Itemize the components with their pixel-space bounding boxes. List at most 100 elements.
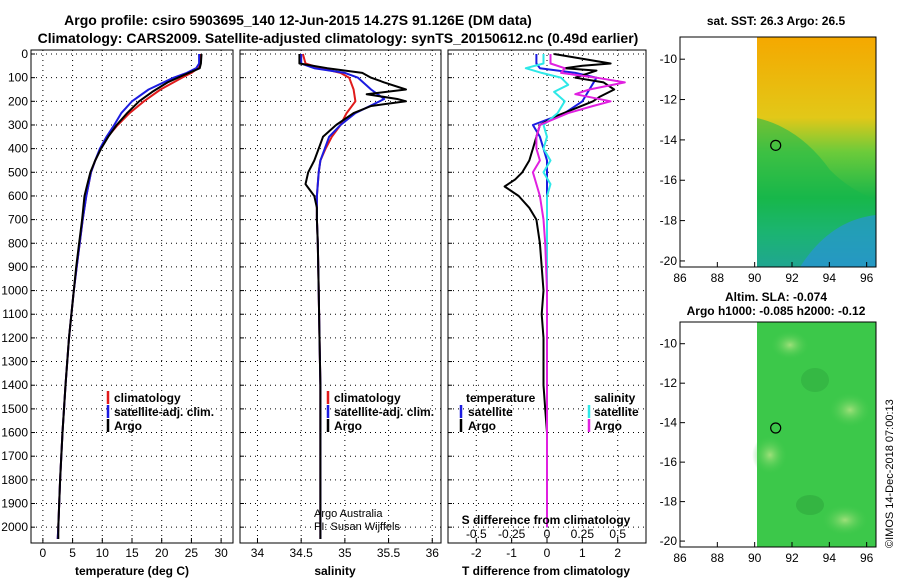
- salinity-xlabel: salinity: [314, 564, 356, 578]
- s-tick-label: 0: [544, 527, 551, 541]
- depth-tick-label: 700: [8, 213, 28, 227]
- legend-climatology: climatology: [334, 391, 401, 405]
- salinity-legend: climatology satellite-adj. clim. Argo: [326, 391, 434, 433]
- sla-map-panel: Altim. SLA: -0.074 Argo h1000: -0.085 h2…: [660, 290, 877, 565]
- temperature-legend: climatology satellite-adj. clim. Argo: [106, 391, 214, 433]
- legend-sal-argo: Argo: [594, 419, 622, 433]
- series-line: [503, 53, 616, 528]
- sla-feature: [770, 330, 810, 360]
- s-tick-label: -0.5: [466, 527, 487, 541]
- map-x-tick-label: 96: [860, 271, 874, 285]
- difference-panel: -2 -1 0 1 2 -0.5 -0.25 0 0.25 0.5 T difference fr…: [447, 49, 647, 578]
- map-x-tick-label: 94: [823, 271, 837, 285]
- legend-sal-satellite: satellite: [594, 405, 639, 419]
- temperature-ticks: 0 5 10 15 20 25 300100200300400500600700800900…: [1, 47, 228, 560]
- x-tick-label: -1: [506, 546, 517, 560]
- depth-tick-label: 1300: [1, 355, 28, 369]
- x-tick-label: 2: [614, 546, 621, 560]
- x-tick-label: 34: [251, 546, 265, 560]
- map-y-tick-label: -20: [660, 254, 678, 268]
- difference-ticks: -2 -1 0 1 2 -0.5 -0.25 0 0.25 0.5: [448, 53, 626, 560]
- s-tick-label: -0.25: [498, 527, 526, 541]
- series-line: [301, 53, 357, 539]
- difference-lines: [503, 53, 626, 528]
- series-line: [300, 54, 386, 539]
- legend-argo: Argo: [334, 419, 362, 433]
- sla-map-subtitle: Argo h1000: -0.085 h2000: -0.12: [687, 304, 866, 318]
- depth-tick-label: 1200: [1, 331, 28, 345]
- depth-tick-label: 1100: [2, 307, 28, 321]
- map-y-tick-label: -20: [660, 534, 678, 548]
- map-y-tick-label: -14: [660, 416, 678, 430]
- map-x-tick-label: 92: [785, 551, 799, 565]
- sla-map-ticks: 86 88 90 92 94 96 -10 -12 -14 -16 -18 -20: [660, 337, 874, 565]
- s-tick-label: 0.5: [609, 527, 626, 541]
- map-y-tick-label: -12: [660, 376, 678, 390]
- legend-climatology: climatology: [114, 391, 181, 405]
- difference-legend: temperature satellite Argo salinity sate…: [459, 391, 639, 433]
- map-x-tick-label: 96: [860, 551, 874, 565]
- legend-temp-argo: Argo: [468, 419, 496, 433]
- depth-tick-label: 1700: [1, 449, 28, 463]
- map-y-tick-label: -18: [660, 495, 678, 509]
- sla-argo-marker: [770, 422, 782, 434]
- x-tick-label: 15: [125, 546, 139, 560]
- sst-map-title: sat. SST: 26.3 Argo: 26.5: [707, 14, 846, 28]
- temperature-panel: 0 5 10 15 20 25 300100200300400500600700800900…: [1, 47, 234, 578]
- salinity-grid: [240, 50, 441, 543]
- temperature-xlabel: temperature (deg C): [75, 564, 189, 578]
- x-tick-label: -2: [471, 546, 482, 560]
- depth-tick-label: 100: [8, 71, 28, 85]
- map-x-tick-label: 94: [823, 551, 837, 565]
- sst-blue-water: [800, 215, 876, 267]
- depth-tick-label: 600: [8, 189, 28, 203]
- depth-tick-label: 1900: [1, 497, 28, 511]
- x-tick-label: 1: [579, 546, 586, 560]
- legend-salinity-title: salinity: [594, 391, 636, 405]
- sla-feature: [796, 495, 824, 515]
- map-x-tick-label: 88: [711, 271, 725, 285]
- depth-tick-label: 0: [21, 47, 28, 61]
- x-tick-label: 5: [69, 546, 76, 560]
- depth-tick-label: 1600: [1, 426, 28, 440]
- salinity-panel: 34 34.5 35 35.5 36 salinity climatology sate…: [239, 49, 442, 578]
- institution-annotation: Argo Australia: [314, 508, 383, 520]
- legend-satellite: satellite-adj. clim.: [334, 405, 434, 419]
- depth-tick-label: 800: [8, 236, 28, 250]
- sst-map-frame: [679, 36, 877, 268]
- x-tick-label: 34.5: [289, 546, 313, 560]
- map-y-tick-label: -10: [660, 337, 678, 351]
- depth-tick-label: 1500: [1, 402, 28, 416]
- map-y-tick-label: -10: [660, 52, 678, 66]
- depth-tick-label: 200: [8, 94, 28, 108]
- header-line1: Argo profile: csiro 5903695_140 12-Jun-2…: [64, 12, 532, 28]
- x-tick-label: 35: [338, 546, 352, 560]
- depth-tick-label: 1400: [1, 378, 28, 392]
- depth-tick-label: 1800: [1, 473, 28, 487]
- map-y-tick-label: -18: [660, 214, 678, 228]
- map-x-tick-label: 90: [748, 271, 762, 285]
- temperature-lines: [56, 53, 203, 540]
- sla-feature: [801, 368, 829, 392]
- depth-tick-label: 900: [8, 260, 28, 274]
- s-difference-xlabel: S difference from climatology: [462, 513, 631, 527]
- series-line: [298, 54, 407, 539]
- sst-argo-marker: [770, 139, 782, 151]
- depth-tick-label: 400: [8, 142, 28, 156]
- sla-feature: [821, 504, 869, 536]
- header-line2: Climatology: CARS2009. Satellite-adjuste…: [38, 30, 639, 46]
- series-line: [57, 53, 203, 539]
- legend-temperature-title: temperature: [466, 391, 536, 405]
- salinity-frame: [239, 49, 442, 544]
- legend-argo: Argo: [114, 419, 142, 433]
- series-line: [531, 54, 626, 528]
- x-tick-label: 10: [96, 546, 110, 560]
- salinity-ticks: 34 34.5 35 35.5 36: [240, 53, 439, 560]
- legend-temp-satellite: satellite: [468, 405, 513, 419]
- depth-tick-label: 1000: [1, 284, 28, 298]
- x-tick-label: 0: [544, 546, 551, 560]
- t-difference-xlabel: T difference from climatology: [462, 564, 630, 578]
- pi-annotation: PI: Susan Wijffels: [314, 521, 400, 533]
- sla-feature: [752, 435, 788, 475]
